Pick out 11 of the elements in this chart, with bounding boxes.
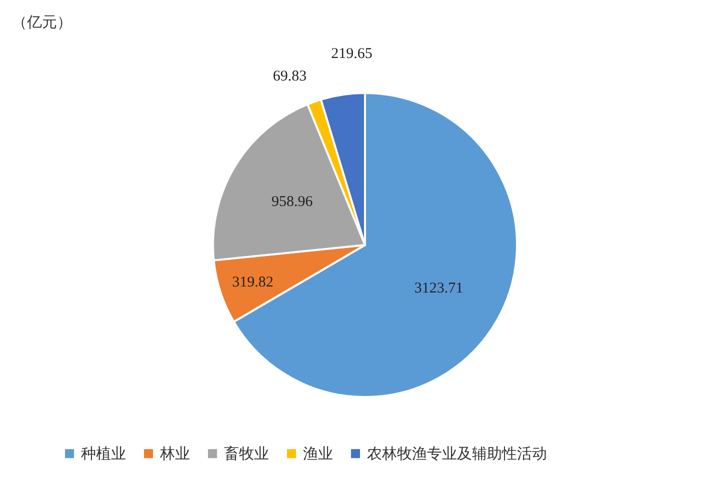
- legend-label: 渔业: [303, 444, 333, 463]
- legend-label: 种植业: [81, 444, 126, 463]
- legend-label: 农林牧渔专业及辅助性活动: [367, 444, 547, 463]
- data-label: 3123.71: [414, 280, 464, 296]
- legend-label: 畜牧业: [224, 444, 269, 463]
- data-label: 958.96: [272, 194, 314, 210]
- data-label: 69.83: [272, 68, 307, 85]
- chart-title: （亿元）: [12, 13, 72, 31]
- data-label: 219.65: [331, 46, 372, 62]
- data-label: 319.82: [232, 274, 274, 291]
- legend-label: 林业: [159, 444, 190, 463]
